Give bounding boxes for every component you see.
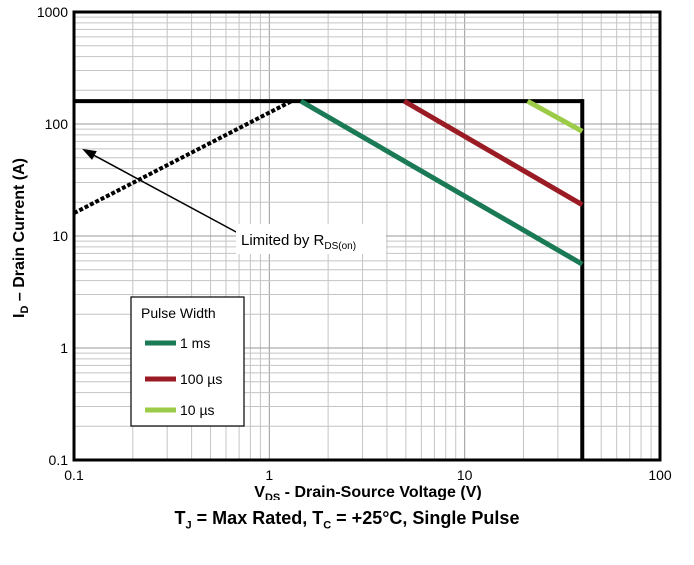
- annotation-label: Limited by RDS(on): [241, 232, 356, 252]
- y-tick-label: 10: [52, 228, 68, 244]
- x-tick-label: 1: [265, 467, 273, 483]
- x-tick-label: 10: [457, 467, 473, 483]
- y-tick-label: 100: [45, 116, 69, 132]
- rdson-limit: [73, 99, 293, 215]
- legend-label-1ms: 1 ms: [180, 335, 210, 351]
- x-axis-title: VDS - Drain-Source Voltage (V): [254, 484, 481, 500]
- annotation-arrow: [92, 153, 239, 234]
- soa-boundary: [74, 99, 585, 460]
- series-line-100us: [402, 98, 584, 207]
- test-conditions-caption: TJ = Max Rated, TC = +25°C, Single Pulse: [174, 508, 520, 532]
- pulse-series: [299, 98, 584, 267]
- rdson-annotation: Limited by RDS(on): [82, 148, 386, 254]
- legend-label-100us: 100 µs: [180, 371, 222, 387]
- annotation-arrowhead: [82, 148, 97, 160]
- y-axis-title: ID – Drain Current (A): [11, 158, 31, 318]
- legend: Pulse Width 1 ms 100 µs 10 µs: [130, 296, 245, 427]
- annotation-box: [236, 224, 386, 254]
- series-line-1ms: [299, 98, 584, 267]
- y-tick-label: 1000: [37, 4, 68, 20]
- y-tick-label: 1: [60, 340, 68, 356]
- legend-box: [130, 296, 245, 427]
- tick-labels: 0.1 1 10 100 0.1 1 10 100 1000: [37, 4, 672, 483]
- x-tick-label: 0.1: [64, 467, 84, 483]
- chart-grid: [74, 12, 660, 460]
- plot-frame: [72, 10, 662, 462]
- legend-title: Pulse Width: [141, 305, 216, 321]
- soa-chart: 0.1 1 10 100 0.1 1 10 100 1000 Limited by RDS(on…: [11, 4, 672, 500]
- rdson-limit-line: [73, 99, 293, 215]
- legend-label-10us: 10 µs: [180, 402, 215, 418]
- y-tick-label: 0.1: [49, 452, 69, 468]
- x-tick-label: 100: [648, 467, 672, 483]
- series-line-10us: [526, 98, 584, 134]
